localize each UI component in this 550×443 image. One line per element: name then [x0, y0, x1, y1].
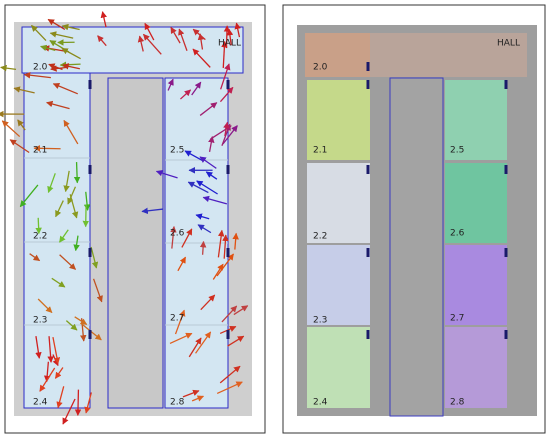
room: [307, 245, 370, 325]
door: [367, 165, 370, 174]
door: [505, 248, 508, 257]
room: [445, 327, 507, 408]
room-label: 2.5: [170, 146, 184, 156]
door: [505, 330, 508, 339]
door: [89, 165, 92, 174]
room-label: 2.8: [450, 398, 465, 408]
door: [227, 248, 230, 257]
room-label: 2.3: [313, 316, 327, 326]
room-label: 2.2: [313, 232, 327, 242]
room-label: 2.5: [450, 146, 464, 156]
room-label: 2.7: [170, 314, 184, 324]
door: [367, 248, 370, 257]
room-label: 2.0: [313, 63, 328, 73]
corridor: [108, 78, 163, 408]
door: [367, 330, 370, 339]
room-label: 2.6: [450, 229, 465, 239]
arrow: [203, 242, 204, 255]
room-label: 2.6: [170, 229, 185, 239]
room-label: 2.8: [170, 398, 185, 408]
hall-label: HALL: [497, 39, 520, 49]
room-label: 2.0: [33, 63, 48, 73]
room-label: 2.1: [33, 146, 47, 156]
room-label: 2.4: [33, 398, 48, 408]
door: [505, 80, 508, 89]
door: [227, 330, 230, 339]
door: [505, 165, 508, 174]
room-label: 2.4: [313, 398, 328, 408]
room-label: 2.7: [450, 314, 464, 324]
door: [227, 80, 230, 89]
corridor: [390, 78, 443, 416]
room: [307, 327, 370, 408]
room-label: 2.1: [313, 146, 327, 156]
room-label: 2.2: [33, 232, 47, 242]
door: [89, 80, 92, 89]
arrow: [78, 390, 79, 416]
door: [367, 80, 370, 89]
door: [227, 165, 230, 174]
room-label: 2.3: [33, 316, 47, 326]
arrow: [77, 162, 78, 183]
door: [367, 62, 370, 71]
door: [89, 330, 92, 339]
hall-label: HALL: [218, 39, 241, 49]
door: [89, 248, 92, 257]
